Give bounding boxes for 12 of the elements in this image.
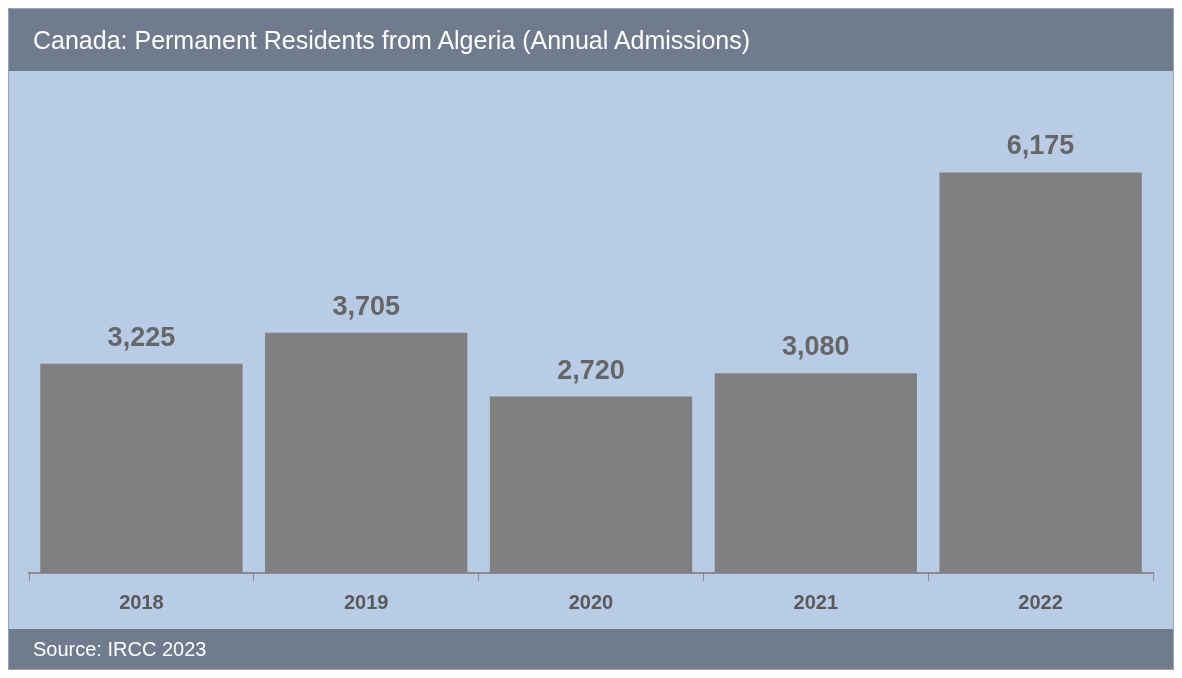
x-tick-label: 2022	[1018, 590, 1063, 613]
source-note: Source: IRCC 2023	[33, 637, 207, 661]
data-label: 3,705	[332, 290, 400, 321]
x-tick-label: 2018	[119, 590, 164, 613]
data-label: 6,175	[1006, 130, 1075, 161]
x-tick-label: 2019	[343, 590, 389, 613]
data-label: 3,080	[782, 331, 850, 362]
x-tick-label: 2020	[568, 590, 614, 613]
data-label: 3,225	[107, 321, 176, 352]
x-tick-label: 2021	[793, 590, 839, 613]
data-label: 2,720	[557, 354, 625, 385]
chart-title: Canada: Permanent Residents from Algeria (Annual Admissions)	[9, 9, 1173, 71]
